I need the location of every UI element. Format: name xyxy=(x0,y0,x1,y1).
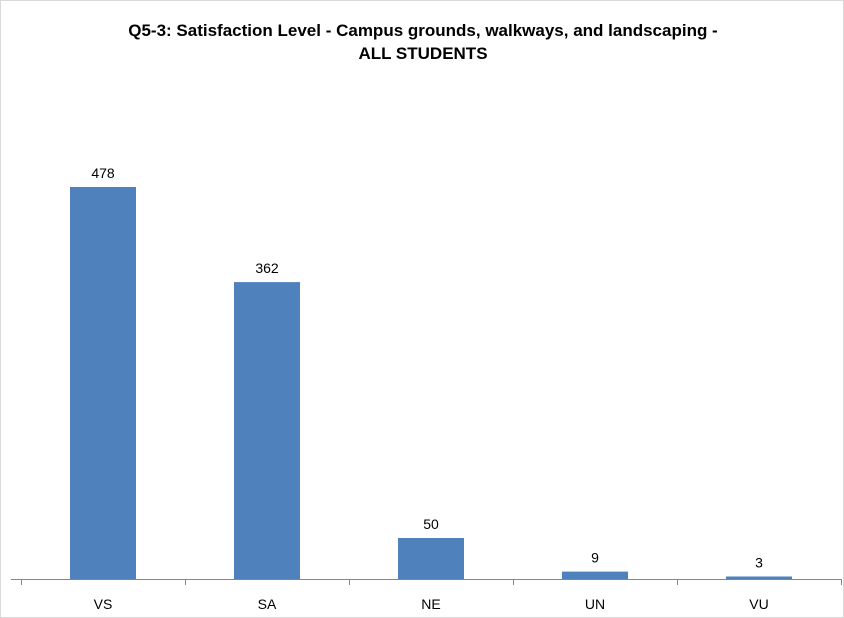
bar-un xyxy=(562,571,628,579)
data-label-un: 9 xyxy=(591,550,599,566)
bar-ne xyxy=(398,538,464,579)
data-label-ne: 50 xyxy=(423,516,439,532)
x-tick-label-sa: SA xyxy=(258,596,277,612)
bar-sa xyxy=(234,282,300,579)
data-label-vu: 3 xyxy=(755,555,763,571)
chart-title-line-2: ALL STUDENTS xyxy=(358,44,488,63)
x-tick-label-ne: NE xyxy=(421,596,440,612)
bar-vu xyxy=(726,576,792,579)
data-label-sa: 362 xyxy=(255,260,279,276)
chart-title-line-1: Q5-3: Satisfaction Level - Campus ground… xyxy=(128,21,718,40)
chart-title: Q5-3: Satisfaction Level - Campus ground… xyxy=(1,19,844,65)
x-tick-label-vs: VS xyxy=(94,596,113,612)
x-tick-label-un: UN xyxy=(585,596,605,612)
data-label-vs: 478 xyxy=(91,165,115,181)
x-tick-label-vu: VU xyxy=(749,596,768,612)
bar-vs xyxy=(70,187,136,579)
